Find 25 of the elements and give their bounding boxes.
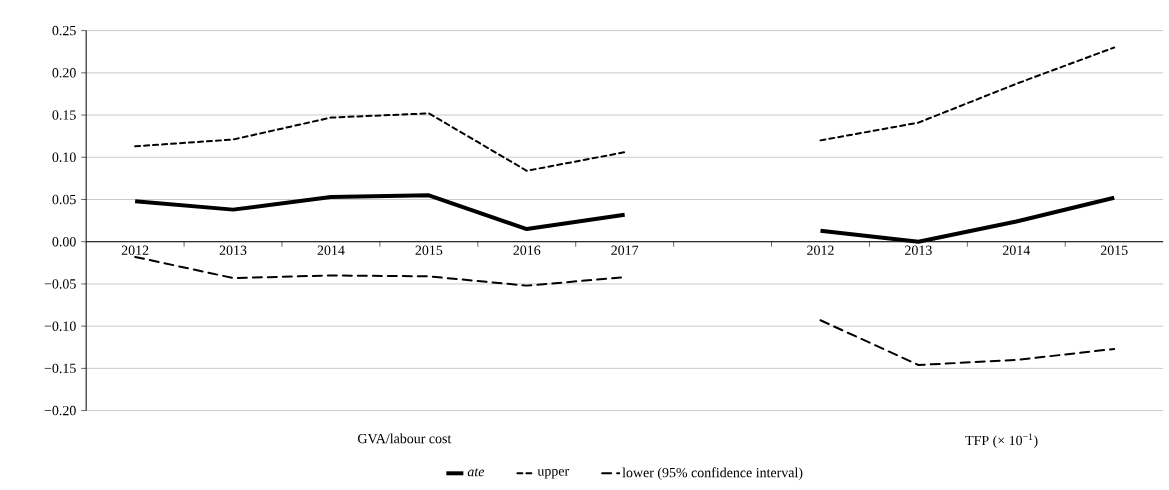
legend-label: lower (95% confidence interval) <box>622 467 803 481</box>
x-tick-label: 2012 <box>807 245 834 255</box>
y-tick-label: −0.20 <box>44 405 76 416</box>
y-tick-label: 0.00 <box>52 236 76 247</box>
y-tick-label: 0.10 <box>52 152 76 163</box>
text: GVA/labour cost <box>358 433 452 444</box>
y-tick-label: 0.15 <box>52 110 76 120</box>
x-tick-label: 2015 <box>415 245 443 255</box>
legend-label: upper <box>537 468 570 479</box>
y-tick-label: 0.25 <box>52 25 76 36</box>
text: TFP (× 10$^{−1}$) <box>965 433 1038 449</box>
x-tick-label: 2013 <box>905 245 932 255</box>
x-tick-label: 2014 <box>1002 245 1031 255</box>
y-tick-label: −0.10 <box>44 321 76 331</box>
x-tick-label: 2014 <box>317 245 345 255</box>
y-tick-label: 0.05 <box>52 194 76 205</box>
x-tick-label: 2013 <box>219 245 247 255</box>
y-tick-label: −0.05 <box>44 279 76 289</box>
y-tick-label: −0.15 <box>44 363 76 374</box>
legend-label: ate <box>467 468 485 477</box>
x-tick-label: 2016 <box>513 245 541 255</box>
y-tick-label: 0.20 <box>52 68 76 78</box>
x-tick-label: 2017 <box>611 245 639 255</box>
x-tick-label: 2015 <box>1100 245 1128 255</box>
x-tick-label: 2012 <box>121 245 149 255</box>
